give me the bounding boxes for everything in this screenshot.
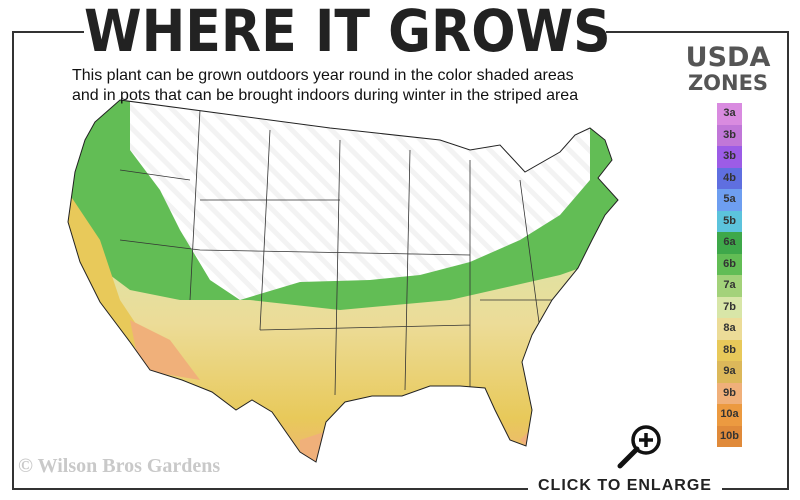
legend-swatch-3b: 3b [717, 124, 742, 146]
legend-swatch-4b: 4b [717, 167, 742, 189]
legend-swatch-8a: 8a [717, 318, 742, 340]
legend-swatch-6a: 6a [717, 232, 742, 254]
subtitle-line-1: This plant can be grown outdoors year ro… [72, 67, 574, 84]
legend-swatch-5a: 5a [717, 189, 742, 211]
legend-swatch-9a: 9a [717, 361, 742, 383]
magnifier-plus-icon[interactable] [610, 422, 666, 470]
striped-area [130, 100, 590, 300]
legend-title: USDA ZONES [676, 44, 780, 94]
zone-band-southwest [130, 320, 200, 380]
legend-swatch-10a: 10a [717, 404, 742, 426]
legend-swatch-9b: 9b [717, 382, 742, 404]
zone-legend: 3a 3b 3b 4b 5a 5b 6a 6b 7a 7b 8a 8b 9a 9b 10a 10b [717, 103, 742, 447]
state-borders [119, 109, 560, 396]
legend-swatch-7b: 7b [717, 296, 742, 318]
copyright-watermark: © Wilson Bros Gardens [18, 455, 221, 477]
page-title: WHERE IT GROWS [84, 0, 611, 65]
legend-swatch-7a: 7a [717, 275, 742, 297]
legend-title-line-2: ZONES [687, 71, 769, 95]
legend-swatch-10b: 10b [717, 425, 742, 447]
subtitle-line-2: and in pots that can be brought indoors … [72, 87, 579, 104]
click-to-enlarge-link[interactable]: CLICK TO ENLARGE [528, 476, 722, 496]
legend-swatch-3b: 3b [717, 146, 742, 168]
us-outline [67, 99, 619, 463]
subtitle: This plant can be grown outdoors year ro… [72, 66, 672, 106]
legend-swatch-8b: 8b [717, 339, 742, 361]
legend-swatch-6b: 6b [717, 253, 742, 275]
legend-swatch-5b: 5b [717, 210, 742, 232]
zone-band-west-coast [68, 180, 160, 360]
legend-swatch-3a: 3a [717, 103, 742, 125]
legend-title-line-1: USDA [685, 42, 771, 73]
